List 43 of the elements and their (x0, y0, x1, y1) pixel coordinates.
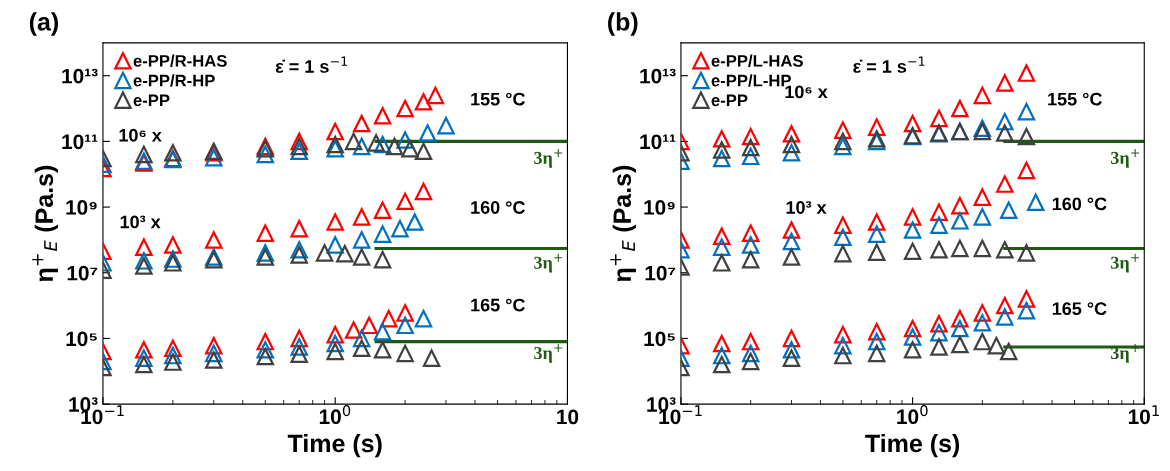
chart-title: (a) (29, 12, 58, 36)
x-tick-label: 10$^{1}$ (1128, 405, 1159, 425)
x-tick-label: 10$^{0}$ (319, 405, 351, 425)
y-tick-label: 10¹³ (640, 68, 676, 84)
annotation: 3η$^{+}$ (1111, 253, 1140, 273)
legend-label: e-PP (711, 94, 748, 107)
annotation: 3η$^{+}$ (534, 253, 563, 273)
annotation: 165 °C (471, 298, 525, 312)
annotation: 155 °C (1048, 92, 1102, 106)
legend-label: e-PP/L-HAS (711, 54, 803, 67)
annotation: 160 °C (1052, 197, 1107, 211)
chart-title: (b) (608, 12, 638, 36)
y-tick-label: 10¹³ (62, 68, 98, 84)
annotation: 10³ x (120, 215, 161, 229)
legend-label: e-PP (133, 94, 170, 107)
x-axis-title: Time (s) (865, 433, 960, 458)
annotation: 10³ x (786, 201, 827, 214)
x-tick-label: 10$^{0}$ (897, 405, 928, 425)
x-tick-label: 10 (557, 409, 579, 425)
annotation: 165 °C (1052, 302, 1107, 316)
legend-label: e-PP/R-HP (133, 74, 215, 87)
y-tick-label: 10⁵ (644, 331, 675, 347)
annotation: ε̇ = 1 s$^{−1}$ (275, 56, 348, 73)
legend-label: e-PP/R-HAS (133, 54, 227, 67)
annotation: 3η$^{+}$ (534, 344, 563, 363)
y-tick-label: 10⁹ (644, 200, 675, 215)
annotation: ε̇ = 1 s$^{−1}$ (853, 56, 925, 73)
x-axis-title: Time (s) (287, 433, 382, 458)
y-tick-label: 10¹¹ (62, 134, 98, 150)
y-tick-label: 10⁹ (66, 200, 97, 215)
legend-label: e-PP/L-HP (711, 74, 791, 87)
annotation: 160 °C (471, 201, 525, 214)
y-tick-label: 10⁵ (66, 331, 97, 347)
y-tick-label: 10⁷ (67, 265, 98, 281)
y-tick-label: 10¹¹ (640, 134, 676, 150)
y-axis-title: η$^{+}$$_{E}$ (Pa.s) (32, 165, 59, 282)
y-tick-label: 10⁷ (645, 265, 676, 281)
annotation: 10⁶ x (119, 128, 162, 142)
annotation: 3η$^{+}$ (1111, 148, 1140, 168)
annotation: 3η$^{+}$ (534, 148, 563, 168)
y-axis-title: η$^{+}$$_{E}$ (Pa.s) (610, 165, 636, 282)
annotation: 10⁶ x (785, 85, 828, 99)
annotation: 155 °C (471, 92, 525, 106)
